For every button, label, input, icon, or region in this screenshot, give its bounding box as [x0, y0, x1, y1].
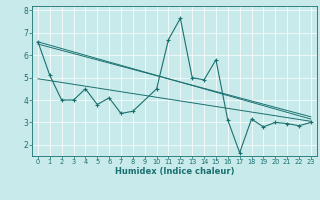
- X-axis label: Humidex (Indice chaleur): Humidex (Indice chaleur): [115, 167, 234, 176]
